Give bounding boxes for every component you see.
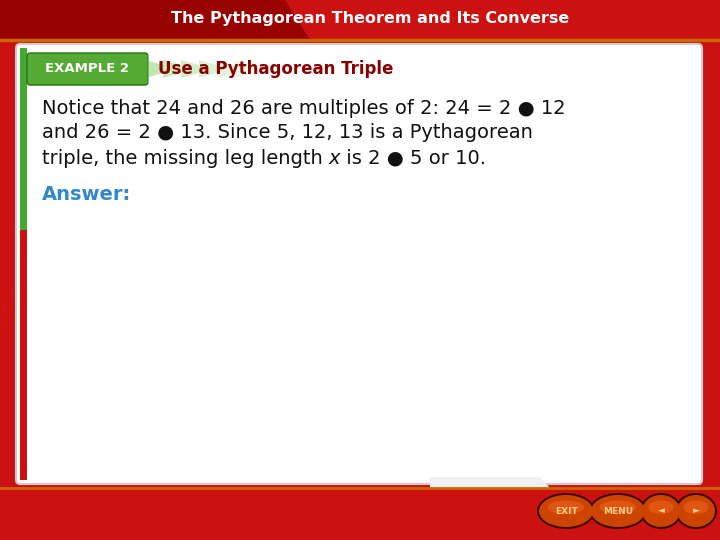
Polygon shape <box>181 60 199 78</box>
Polygon shape <box>145 60 163 78</box>
Text: is 2 ● 5 or 10.: is 2 ● 5 or 10. <box>341 148 487 167</box>
Text: and 26 = 2 ● 13. Since 5, 12, 13 is a Pythagorean: and 26 = 2 ● 13. Since 5, 12, 13 is a Py… <box>42 124 533 143</box>
Ellipse shape <box>640 493 682 529</box>
Polygon shape <box>0 0 310 40</box>
Polygon shape <box>0 488 720 540</box>
Text: A: A <box>0 283 40 357</box>
Text: EXAMPLE 2: EXAMPLE 2 <box>45 63 129 76</box>
FancyBboxPatch shape <box>27 53 148 85</box>
Text: Use a Pythagorean Triple: Use a Pythagorean Triple <box>158 60 393 78</box>
Polygon shape <box>217 60 235 78</box>
Text: ►: ► <box>693 507 699 516</box>
Text: x: x <box>329 148 341 167</box>
Text: EXIT: EXIT <box>554 507 577 516</box>
Ellipse shape <box>649 501 674 514</box>
Ellipse shape <box>677 495 715 527</box>
Polygon shape <box>430 477 550 488</box>
FancyBboxPatch shape <box>16 44 702 484</box>
Polygon shape <box>199 60 217 78</box>
Polygon shape <box>20 230 27 480</box>
Ellipse shape <box>591 495 645 527</box>
Text: Notice that 24 and 26 are multiples of 2: 24 = 2 ● 12: Notice that 24 and 26 are multiples of 2… <box>42 98 566 118</box>
Ellipse shape <box>642 495 680 527</box>
Ellipse shape <box>683 501 708 514</box>
Text: The Pythagorean Theorem and Its Converse: The Pythagorean Theorem and Its Converse <box>171 11 569 26</box>
Ellipse shape <box>600 501 636 514</box>
Ellipse shape <box>539 495 593 527</box>
Polygon shape <box>20 48 27 230</box>
Ellipse shape <box>548 501 584 514</box>
Polygon shape <box>0 0 720 40</box>
Polygon shape <box>235 60 253 78</box>
Text: triple, the missing leg length: triple, the missing leg length <box>42 148 329 167</box>
Text: Answer:: Answer: <box>42 186 131 205</box>
Polygon shape <box>163 60 181 78</box>
Ellipse shape <box>537 493 595 529</box>
Ellipse shape <box>675 493 717 529</box>
Polygon shape <box>253 60 271 78</box>
Text: MENU: MENU <box>603 507 633 516</box>
Ellipse shape <box>589 493 647 529</box>
Text: ◄: ◄ <box>657 507 665 516</box>
